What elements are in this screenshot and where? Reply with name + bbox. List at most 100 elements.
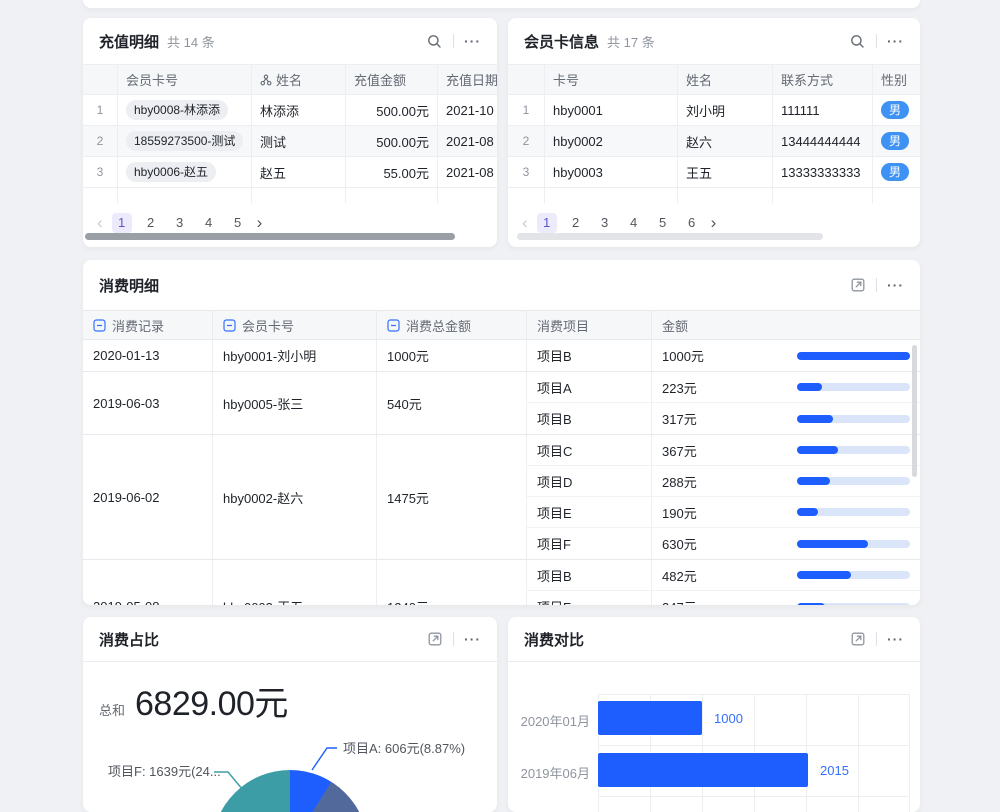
progress-fill (797, 414, 833, 423)
table-row[interactable]: 3 hby0006-赵五 赵五 55.00元 2021-08 (83, 157, 497, 188)
progress-track (797, 383, 910, 391)
vertical-scrollbar[interactable] (912, 345, 917, 477)
page-button[interactable]: 6 (688, 215, 696, 230)
next-page-icon[interactable]: › (256, 213, 263, 232)
page-button[interactable]: 5 (234, 215, 242, 230)
consumption-panel: 消费明细 ··· 消费记录 会员卡号 消费总金额 消费项目 金额 2020-01… (83, 260, 920, 605)
recharge-table-header: 会员卡号 姓名 充值金额 充值日期 (83, 64, 497, 95)
progress-fill (797, 508, 819, 516)
col-card-no: 卡号 (545, 65, 678, 94)
consumption-item-row[interactable]: 项目D 288元 (527, 466, 920, 497)
col-project: 消费项目 (527, 311, 652, 339)
col-name: 姓名 (678, 65, 773, 94)
total-label: 总和 (99, 703, 126, 718)
recharge-table: 会员卡号 姓名 充值金额 充值日期 1 hby0008-林添添 林添添 500.… (83, 64, 497, 240)
bar[interactable] (598, 753, 808, 787)
record-tag[interactable]: 18559273500-测试 (126, 131, 244, 151)
pie-chart[interactable] (212, 770, 368, 812)
progress-track (797, 446, 910, 454)
bar-plot-area: 1000 2015 (598, 694, 910, 812)
collapse-group-icon[interactable] (223, 318, 236, 332)
record-tag[interactable]: hby0006-赵五 (126, 162, 217, 182)
divider (876, 278, 877, 292)
bar-title: 消费对比 (524, 631, 585, 649)
table-row[interactable]: 1 hby0008-林添添 林添添 500.00元 2021-10 (83, 95, 497, 126)
page-button[interactable]: 1 (111, 213, 132, 233)
col-date: 充值日期 (446, 73, 497, 88)
collapse-group-icon[interactable] (387, 318, 400, 332)
page-button[interactable]: 1 (536, 213, 557, 233)
record-tag[interactable]: hby0008-林添添 (126, 100, 229, 120)
consumption-item-row[interactable]: 项目F 247元 (527, 591, 920, 605)
page-button[interactable]: 3 (176, 215, 184, 230)
more-icon[interactable]: ··· (464, 33, 481, 49)
table-row[interactable]: 2 hby0002 赵六 13444444444 男 (508, 126, 920, 157)
recharge-title: 充值明细 (99, 33, 160, 51)
more-icon[interactable]: ··· (464, 631, 481, 647)
consumption-item-row[interactable]: 项目E 190元 (527, 497, 920, 528)
divider (876, 34, 877, 48)
more-icon[interactable]: ··· (887, 277, 904, 293)
consumption-item-row[interactable]: 项目B 317元 (527, 403, 920, 434)
gender-badge: 男 (881, 101, 910, 119)
search-icon[interactable] (849, 33, 866, 50)
consumption-item-row[interactable]: 项目B 1000元 (527, 340, 920, 371)
divider (453, 632, 454, 646)
consumption-group[interactable]: 2019-06-02 hby0002-赵六 1475元 项目C 367元 项目D… (83, 435, 920, 560)
member-header: 会员卡信息 共 17 条 ··· (508, 18, 920, 64)
pie-total: 总和 6829.00元 (83, 662, 497, 725)
consumption-group[interactable]: 2019-05-08 hby0003-王五 1240元 项目B 482元 项目F… (83, 560, 920, 605)
horizontal-scrollbar[interactable] (517, 233, 823, 240)
progress-track (797, 351, 910, 360)
page-button[interactable]: 4 (630, 215, 638, 230)
consumption-item-row[interactable]: 项目B 482元 (527, 560, 920, 591)
empty-row (508, 188, 920, 203)
empty-row (83, 188, 497, 203)
consumption-group[interactable]: 2020-01-13 hby0001-刘小明 1000元 项目B 1000元 (83, 340, 920, 372)
col-record: 消费记录 (83, 311, 213, 339)
gender-badge: 男 (881, 163, 910, 181)
pie-panel: 消费占比 ··· 总和 6829.00元 项目F: 1639元(24... 项目… (83, 617, 497, 812)
consumption-item-row[interactable]: 项目C 367元 (527, 435, 920, 466)
table-row[interactable]: 2 18559273500-测试 测试 500.00元 2021-08 (83, 126, 497, 157)
divider (876, 632, 877, 646)
more-icon[interactable]: ··· (887, 33, 904, 49)
recharge-header: 充值明细 共 14 条 ··· (83, 18, 497, 64)
page-button[interactable]: 2 (147, 215, 155, 230)
progress-fill (797, 383, 823, 391)
more-icon[interactable]: ··· (887, 631, 904, 647)
consumption-group[interactable]: 2019-06-03 hby0005-张三 540元 项目A 223元 项目B … (83, 372, 920, 435)
bar-value-label: 2015 (820, 762, 849, 778)
bar[interactable] (598, 701, 702, 735)
consumption-item-row[interactable]: 项目A 223元 (527, 372, 920, 403)
consumption-item-row[interactable]: 项目F 630元 (527, 528, 920, 559)
horizontal-scrollbar[interactable] (85, 233, 455, 240)
pie-title: 消费占比 (99, 631, 160, 649)
table-row[interactable]: 1 hby0001 刘小明 111111 男 (508, 95, 920, 126)
table-row[interactable]: 3 hby0003 王五 13333333333 男 (508, 157, 920, 188)
progress-fill (797, 446, 839, 454)
expand-icon[interactable] (427, 631, 443, 647)
expand-icon[interactable] (850, 277, 866, 293)
prev-page-icon[interactable]: ‹ (97, 213, 103, 232)
progress-fill (797, 477, 830, 485)
bar-category-label: 2020年01月 (520, 714, 590, 729)
member-table-header: 卡号 姓名 联系方式 性别 (508, 64, 920, 95)
divider (453, 34, 454, 48)
col-card-no: 会员卡号 (213, 311, 377, 339)
member-panel: 会员卡信息 共 17 条 ··· 卡号 姓名 联系方式 性别 1 hby0001… (508, 18, 920, 247)
prev-page-icon[interactable]: ‹ (522, 213, 528, 232)
page-button[interactable]: 3 (601, 215, 609, 230)
page-button[interactable]: 5 (659, 215, 667, 230)
search-icon[interactable] (426, 33, 443, 50)
next-page-icon[interactable]: › (710, 213, 717, 232)
bar-row: 1000 (598, 701, 743, 735)
page-button[interactable]: 4 (205, 215, 213, 230)
page-button[interactable]: 2 (572, 215, 580, 230)
pie-callout-label: 项目A: 606元(8.87%) (343, 741, 465, 756)
collapse-group-icon[interactable] (93, 318, 106, 332)
pie-leader-line (214, 771, 244, 791)
expand-icon[interactable] (850, 631, 866, 647)
col-phone: 联系方式 (773, 65, 873, 94)
